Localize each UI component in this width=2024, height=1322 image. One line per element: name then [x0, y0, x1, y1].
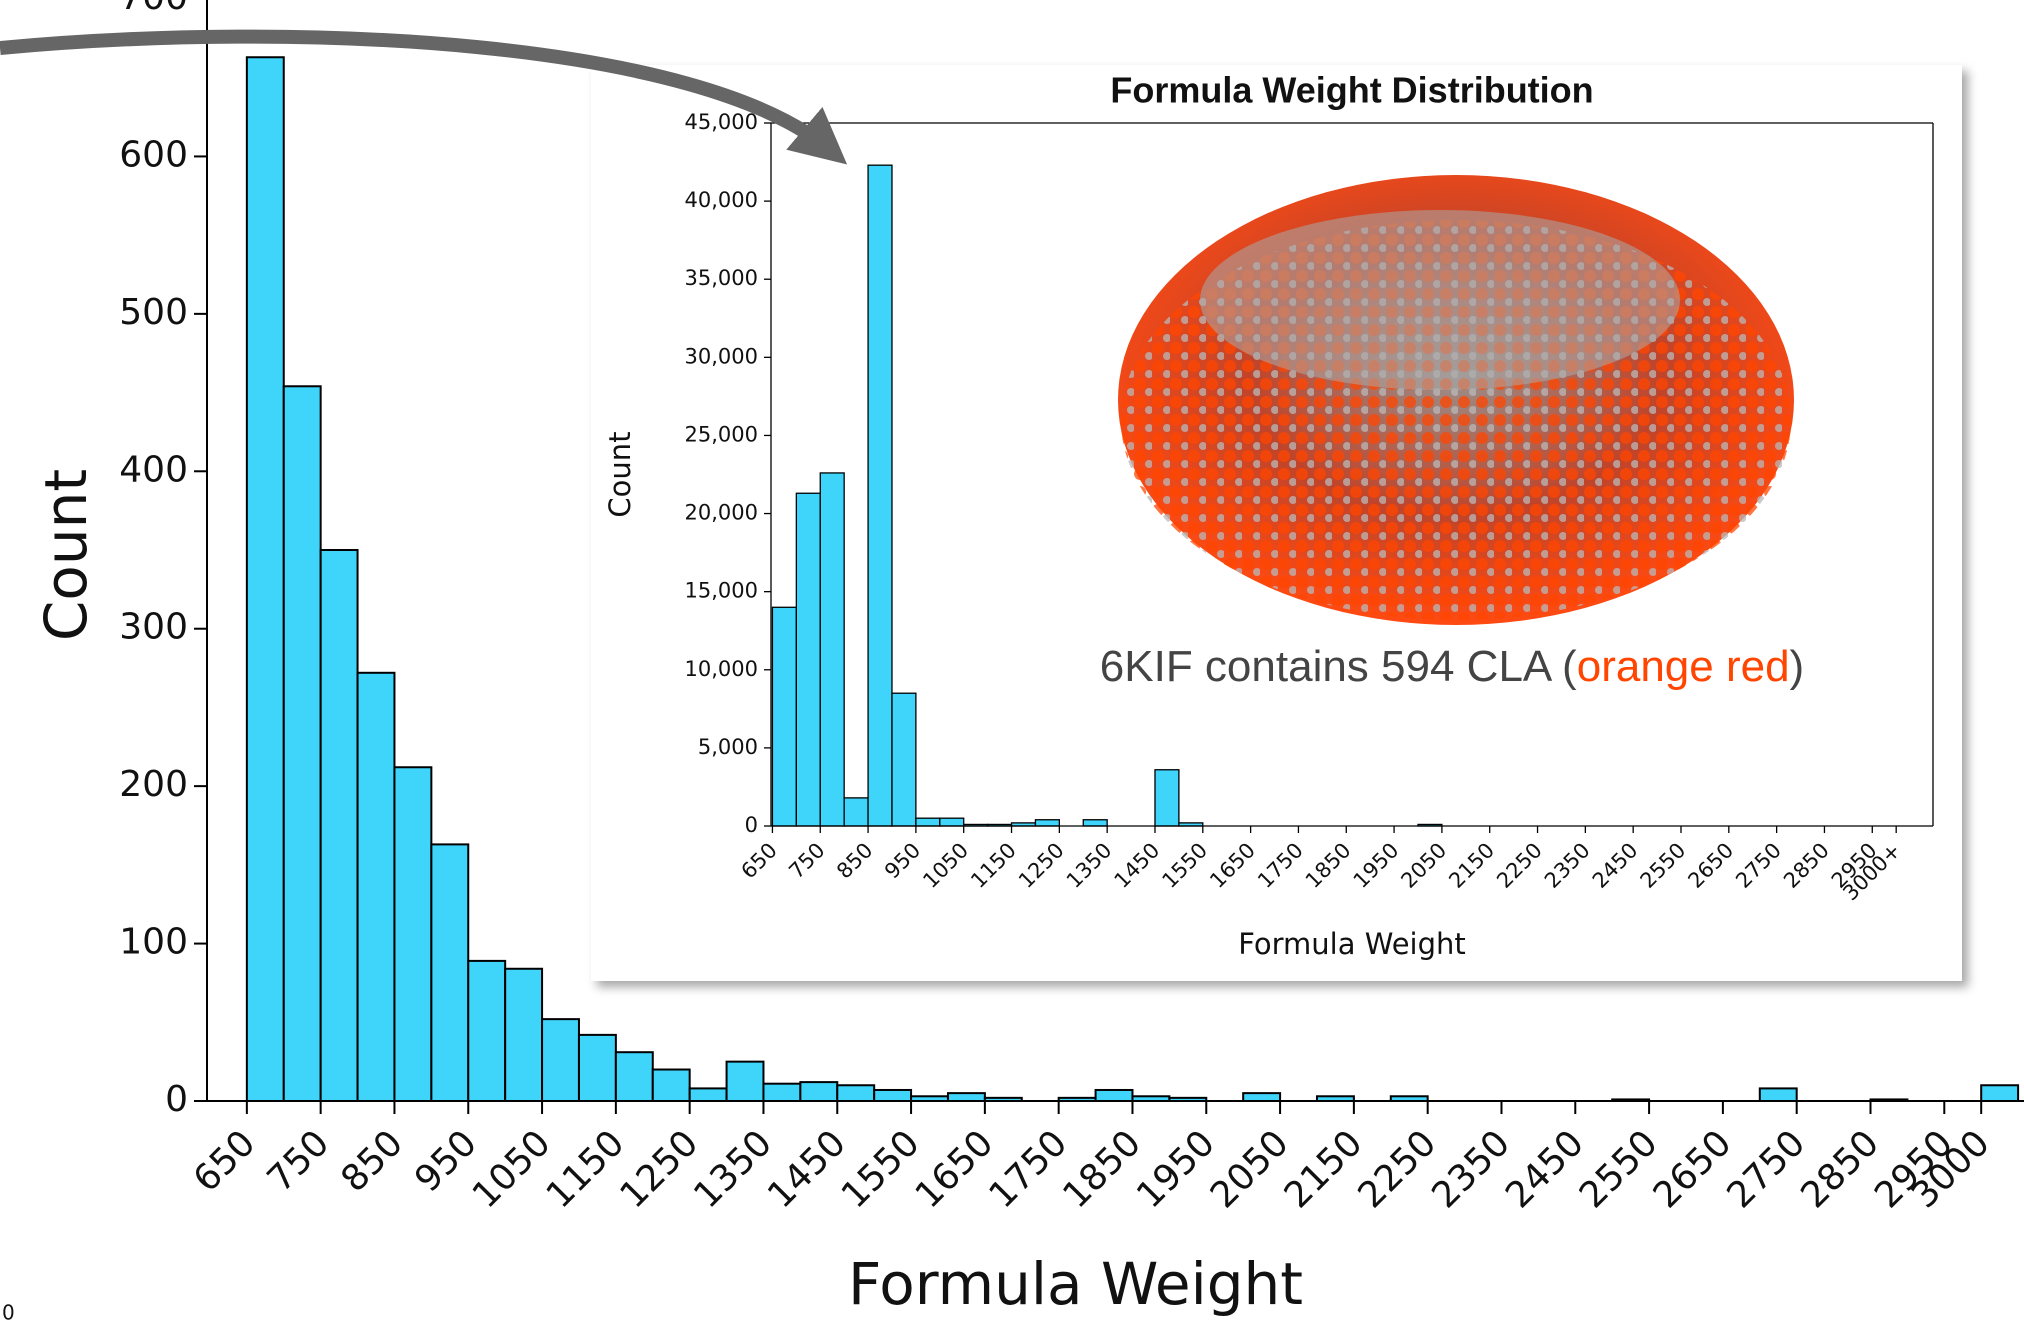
bar [837, 1085, 874, 1101]
y-tick-label: 0 [165, 1079, 188, 1120]
x-tick-label: 1150 [539, 1123, 633, 1217]
x-tick-label: 2650 [1646, 1123, 1740, 1217]
y-tick-label: 10,000 [685, 657, 758, 681]
chart-title: Formula Weight Distribution [1110, 70, 1593, 111]
y-tick-label: 400 [119, 449, 188, 490]
x-tick-label: 850 [334, 1123, 412, 1201]
x-tick-label: 2850 [1793, 1123, 1887, 1217]
x-tick-label: 1250 [613, 1123, 707, 1217]
bar [653, 1070, 690, 1101]
y-tick-label: 700 [119, 0, 188, 18]
x-tick-label: 750 [260, 1123, 338, 1201]
y-tick-label: 0 [745, 813, 758, 837]
figure: 0100200300400500600700650750850950105011… [0, 0, 2024, 1322]
x-axis-label: Formula Weight [1238, 927, 1466, 961]
x-tick-label: 1550 [834, 1123, 928, 1217]
x-tick-label: 1650 [908, 1123, 1002, 1217]
edge-text: 0 [2, 1301, 15, 1322]
bar [358, 673, 395, 1101]
bar [1760, 1088, 1797, 1101]
bar [940, 818, 964, 826]
bar [284, 386, 321, 1101]
y-tick-label: 300 [119, 607, 188, 648]
bar [247, 57, 284, 1101]
bar [916, 818, 940, 826]
y-tick-label: 600 [119, 134, 188, 175]
y-tick-label: 20,000 [685, 501, 758, 525]
bar [948, 1093, 985, 1101]
molecule-image [1118, 175, 1794, 625]
bar [505, 969, 542, 1101]
x-tick-label: 2450 [1498, 1123, 1592, 1217]
bar [772, 607, 796, 826]
y-tick-label: 500 [119, 292, 188, 333]
x-tick-label: 1950 [1129, 1123, 1223, 1217]
bar [1035, 820, 1059, 826]
x-tick-label: 1750 [982, 1123, 1076, 1217]
caption-part: ) [1790, 642, 1805, 691]
bar [616, 1052, 653, 1101]
bar [468, 961, 505, 1101]
y-tick-label: 25,000 [685, 422, 758, 446]
bar [394, 767, 431, 1101]
bar [820, 473, 844, 826]
y-tick-label: 100 [119, 922, 188, 963]
x-tick-label: 2050 [1203, 1123, 1297, 1217]
caption-part: 6KIF contains 594 CLA ( [1100, 642, 1577, 691]
x-tick-label: 2750 [1720, 1123, 1814, 1217]
x-tick-label: 650 [186, 1123, 264, 1201]
x-tick-label: 1050 [465, 1123, 559, 1217]
x-axis-label: Formula Weight [848, 1250, 1303, 1318]
bar [321, 550, 358, 1101]
x-tick-label: 2550 [1572, 1123, 1666, 1217]
bar [542, 1019, 579, 1101]
bar [1981, 1085, 2018, 1101]
bar [796, 493, 820, 826]
y-tick-label: 200 [119, 764, 188, 805]
y-axis-label: Count [32, 469, 100, 641]
bar [1096, 1090, 1133, 1101]
bar [874, 1090, 911, 1101]
bar [763, 1084, 800, 1101]
x-tick-label: 2250 [1351, 1123, 1445, 1217]
bar [1155, 770, 1179, 826]
page: {"chart_data": [ {"type": "histogram", "… [0, 0, 2024, 1322]
y-tick-label: 30,000 [685, 344, 758, 368]
bar [868, 165, 892, 826]
caption-highlight: orange red [1577, 642, 1790, 691]
x-tick-label: 2150 [1277, 1123, 1371, 1217]
x-tick-label: 1350 [686, 1123, 780, 1217]
y-tick-label: 5,000 [698, 735, 758, 759]
y-tick-label: 40,000 [685, 188, 758, 212]
molecule-core [1200, 210, 1680, 390]
y-tick-label: 35,000 [685, 266, 758, 290]
y-tick-label: 15,000 [685, 579, 758, 603]
bar [690, 1088, 727, 1101]
bar [1243, 1093, 1280, 1101]
bar [727, 1062, 764, 1101]
bar [431, 844, 468, 1101]
bar [1083, 820, 1107, 826]
y-tick-label: 45,000 [685, 110, 758, 134]
bar [892, 693, 916, 826]
x-tick-label: 1450 [760, 1123, 854, 1217]
x-tick-label: 2350 [1424, 1123, 1518, 1217]
x-tick-label: 1850 [1055, 1123, 1149, 1217]
y-axis-label: Count [603, 431, 637, 517]
bar [800, 1082, 837, 1101]
bar [844, 798, 868, 826]
inset-caption: 6KIF contains 594 CLA (orange red) [1100, 642, 1804, 691]
bar [579, 1035, 616, 1101]
